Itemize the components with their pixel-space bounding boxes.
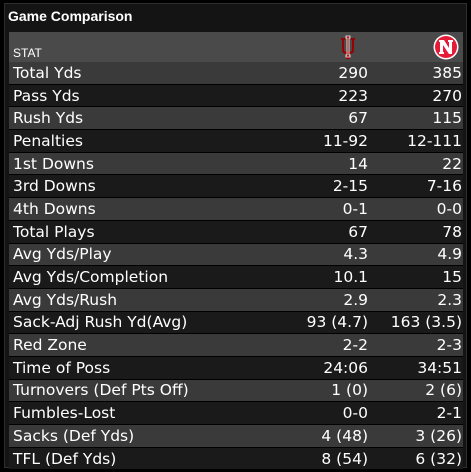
team2-value: 3 (26) [415,426,462,445]
team2-value: 7-16 [426,177,462,196]
panel-title: Game Comparison [8,8,133,24]
team2-value: 2.3 [437,290,462,309]
team1-value: 67 [348,109,368,128]
table-row: 3rd Downs 2-15 7-16 [9,175,463,199]
team1-value: 11-92 [322,131,368,150]
stat-column-header: STAT [13,46,42,60]
stat-label: Avg Yds/Completion [13,268,169,287]
stat-label: Sack-Adj Rush Yd(Avg) [13,313,188,332]
team2-value: 2-1 [436,404,462,423]
stat-label: Pass Yds [13,86,80,105]
team1-value: 8 (54) [321,449,368,468]
comparison-table: STAT Total Yds 290 385 Pass Yds 223 270 Rush Y… [9,32,463,471]
team1-value: 223 [338,86,368,105]
team2-value: 2 (6) [425,381,462,400]
stat-label: Fumbles-Lost [13,404,116,423]
team2-value: 270 [432,86,462,105]
team2-value: 4.9 [437,245,462,264]
stat-label: 3rd Downs [13,177,96,196]
team1-value: 1 (0) [331,381,368,400]
stat-rows: Total Yds 290 385 Pass Yds 223 270 Rush Yds 67 1… [9,62,463,471]
stat-label: TFL (Def Yds) [13,449,117,468]
table-row: Fumbles-Lost 0-0 2-1 [9,402,463,425]
table-row: Red Zone 2-2 2-3 [9,334,463,357]
stat-label: Total Plays [13,222,95,241]
table-row: Time of Poss 24:06 34:51 [9,356,463,380]
table-row: Avg Yds/Completion 10.1 15 [9,266,463,289]
stat-label: Avg Yds/Play [13,245,112,264]
table-row: Rush Yds 67 115 [9,107,463,131]
table-row: Avg Yds/Play 4.3 4.9 [9,243,463,267]
stat-label: 1st Downs [13,154,94,173]
stat-label: Red Zone [13,336,87,355]
team1-value: 290 [338,63,368,82]
team1-value: 14 [348,154,368,173]
team2-value: 6 (32) [415,449,462,468]
team2-value: 2-3 [436,336,462,355]
team2-value: 0-0 [436,199,462,218]
stat-label: Sacks (Def Yds) [13,426,135,445]
table-row: Pass Yds 223 270 [9,84,463,108]
stat-label: Rush Yds [13,109,84,128]
nebraska-logo-icon [433,34,459,60]
stat-label: 4th Downs [13,199,96,218]
table-row: Total Yds 290 385 [9,62,463,85]
table-row: Total Plays 67 78 [9,220,463,244]
team1-value: 10.1 [333,268,368,287]
stat-label: Total Yds [13,63,82,82]
team2-value: 15 [442,268,462,287]
table-header: STAT [9,32,463,62]
team1-value: 4 (48) [321,426,368,445]
table-row: Sacks (Def Yds) 4 (48) 3 (26) [9,425,463,448]
stat-label: Penalties [13,131,83,150]
team1-value: 2-2 [342,336,368,355]
team2-value: 12-111 [407,131,462,150]
table-row: TFL (Def Yds) 8 (54) 6 (32) [9,447,463,471]
team1-value: 24:06 [323,358,368,377]
team1-value: 93 (4.7) [306,313,368,332]
indiana-logo-icon [341,35,355,59]
team1-value: 4.3 [343,245,368,264]
table-row: Avg Yds/Rush 2.9 2.3 [9,288,463,312]
team2-value: 163 (3.5) [390,313,462,332]
team2-value: 115 [432,109,462,128]
table-row: Penalties 11-92 12-111 [9,130,463,153]
team2-value: 385 [432,63,462,82]
stat-label: Turnovers (Def Pts Off) [13,381,189,400]
stat-label: Time of Poss [13,358,111,377]
table-row: 4th Downs 0-1 0-0 [9,198,463,221]
team2-value: 22 [442,154,462,173]
game-comparison-panel: Game Comparison STAT Total Yds 290 385 Pass… [4,3,467,471]
table-row: Sack-Adj Rush Yd(Avg) 93 (4.7) 163 (3.5) [9,311,463,335]
team1-value: 2-15 [332,177,368,196]
team1-value: 2.9 [343,290,368,309]
team2-value: 34:51 [417,358,462,377]
team1-value: 67 [348,222,368,241]
team2-value: 78 [442,222,462,241]
table-row: Turnovers (Def Pts Off) 1 (0) 2 (6) [9,379,463,403]
team1-value: 0-0 [342,404,368,423]
stat-label: Avg Yds/Rush [13,290,118,309]
table-row: 1st Downs 14 22 [9,152,463,176]
team1-value: 0-1 [342,199,368,218]
